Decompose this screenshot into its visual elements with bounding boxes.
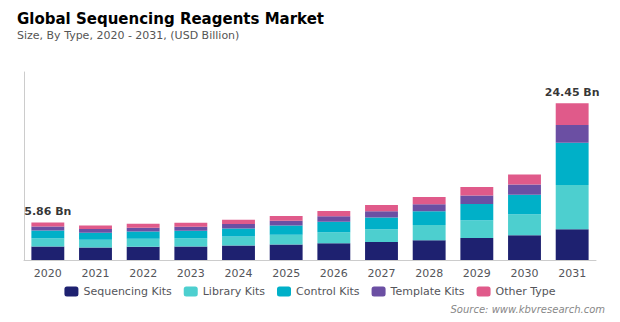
svg-text:2028: 2028 [415,267,443,280]
svg-text:24.45 Bn: 24.45 Bn [545,86,600,99]
svg-text:2023: 2023 [177,267,205,280]
svg-text:2029: 2029 [463,267,491,280]
svg-text:Size, By Type, 2020 - 2031, (U: Size, By Type, 2020 - 2031, (USD Billion… [17,29,239,42]
svg-text:2021: 2021 [82,267,110,280]
svg-text:Control Kits: Control Kits [296,285,360,298]
svg-text:2020: 2020 [34,267,62,280]
svg-text:Sequencing Kits: Sequencing Kits [83,285,172,298]
svg-text:Source: www.kbvresearch.com: Source: www.kbvresearch.com [451,304,606,315]
svg-text:Other Type: Other Type [496,285,556,298]
svg-text:2024: 2024 [225,267,253,280]
svg-text:2022: 2022 [129,267,157,280]
svg-text:Global Sequencing Reagents Mar: Global Sequencing Reagents Market [17,10,324,28]
svg-text:5.86 Bn: 5.86 Bn [24,205,71,218]
svg-text:2026: 2026 [320,267,348,280]
svg-text:2031: 2031 [558,267,586,280]
svg-text:Template Kits: Template Kits [390,285,465,298]
svg-text:Library Kits: Library Kits [203,285,266,298]
svg-text:2027: 2027 [368,267,396,280]
svg-text:2030: 2030 [511,267,539,280]
svg-text:2025: 2025 [272,267,300,280]
